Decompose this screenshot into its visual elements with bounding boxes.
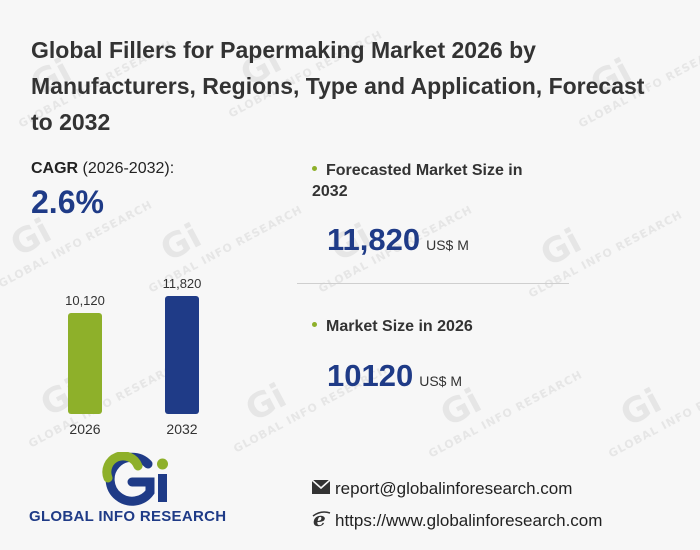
envelope-icon: [311, 479, 331, 500]
brand-name: GLOBAL INFO RESEARCH: [29, 508, 227, 525]
current-label: Market Size in 2026: [312, 316, 552, 337]
watermark: Gi GLOBAL INFO RESEARCH: [426, 367, 585, 461]
value-label-2026: 10,120: [65, 293, 105, 308]
cagr-value: 2.6%: [31, 184, 104, 220]
value-label-2032: 11,820: [163, 276, 202, 291]
cagr-label: CAGR (2026-2032):: [31, 160, 175, 177]
bullet-dot: [312, 322, 317, 328]
bar-2026: [68, 312, 102, 414]
forecast-label: Forecasted Market Size in 2032: [312, 162, 523, 200]
current-value: 10120 US$ M: [327, 358, 463, 393]
email-text[interactable]: report@globalinforesearch.com: [335, 479, 573, 498]
category-label-2032: 2032: [166, 421, 197, 437]
divider: [297, 283, 569, 284]
watermark: Gi GLOBAL INFO RESEARCH: [606, 367, 700, 461]
page-title: Global Fillers for Papermaking Market 20…: [31, 37, 645, 135]
gi-logo-icon: [102, 452, 168, 506]
website-contact[interactable]: e https://www.globalinforesearch.com: [311, 507, 603, 534]
bullet-dot: [312, 166, 317, 172]
ie-browser-icon: e: [311, 507, 331, 534]
market-size-bar-chart: 10,120 2026 11,820 2032: [65, 276, 202, 437]
bar-2032: [165, 296, 199, 414]
forecast-value: 11,820 US$ M: [327, 222, 469, 257]
website-text[interactable]: https://www.globalinforesearch.com: [335, 510, 603, 530]
category-label-2026: 2026: [69, 421, 100, 437]
svg-text:e: e: [313, 509, 326, 529]
email-contact[interactable]: report@globalinforesearch.com: [311, 479, 572, 500]
